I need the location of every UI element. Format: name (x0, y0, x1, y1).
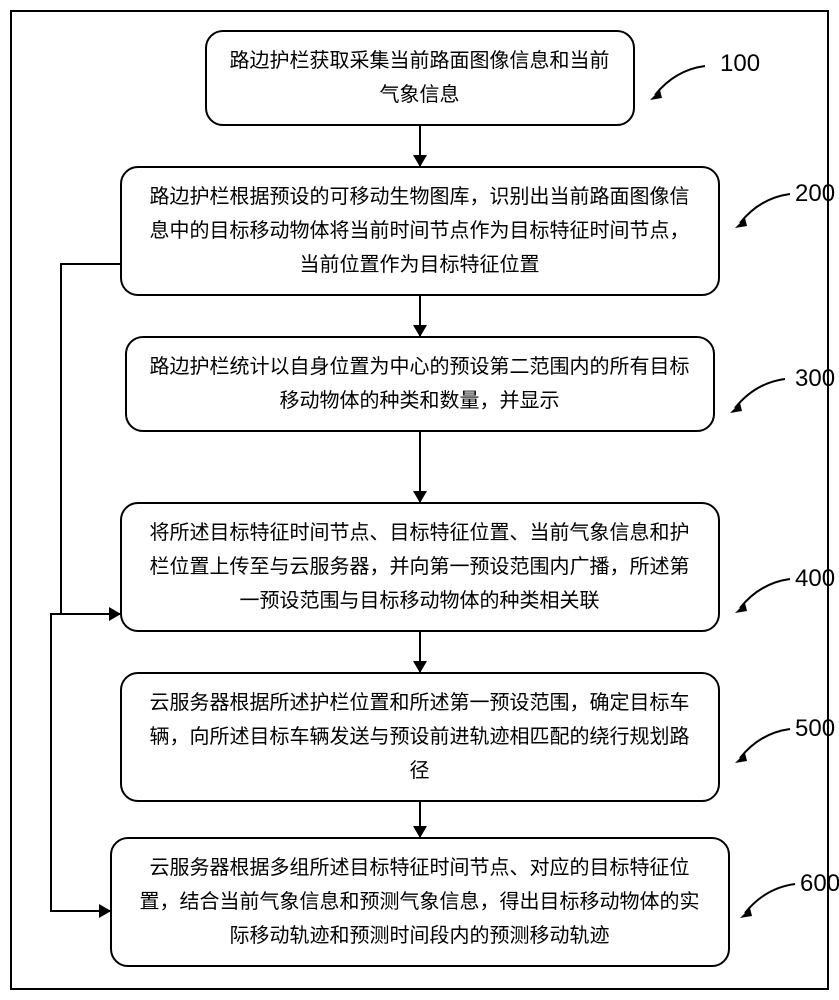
ref-label-600: 600 (800, 870, 839, 898)
ref-label-500: 500 (795, 715, 835, 743)
ref-label-200: 200 (795, 180, 835, 208)
node-text: 路边护栏根据预设的可移动生物图库，识别出当前路面图像信息中的目标移动物体将当前时… (150, 186, 690, 276)
arrow-500-to-600 (419, 802, 421, 837)
node-text: 云服务器根据所述护栏位置和所述第一预设范围，确定目标车辆，向所述目标车辆发送与预… (150, 692, 690, 782)
ref-arrow-200 (735, 190, 795, 228)
arrow-200-to-300 (419, 296, 421, 336)
ref-label-100: 100 (720, 50, 760, 78)
ref-arrow-600 (740, 880, 800, 918)
flowchart-node-600: 云服务器根据多组所述目标特征时间节点、对应的目标特征位置，结合当前气象信息和预测… (110, 837, 730, 967)
arrow-300-to-400 (419, 432, 421, 502)
flowchart-node-100: 路边护栏获取采集当前路面图像信息和当前气象信息 (205, 30, 635, 126)
ref-label-400: 400 (795, 565, 835, 593)
flowchart-node-400: 将所述目标特征时间节点、目标特征位置、当前气象信息和护栏位置上传至与云服务器，并… (120, 502, 720, 632)
flowchart-container: 路边护栏获取采集当前路面图像信息和当前气象信息 100 路边护栏根据预设的可移动… (40, 30, 799, 967)
node-text: 将所述目标特征时间节点、目标特征位置、当前气象信息和护栏位置上传至与云服务器，并… (150, 522, 690, 612)
flowchart-node-200: 路边护栏根据预设的可移动生物图库，识别出当前路面图像信息中的目标移动物体将当前时… (120, 166, 720, 296)
node-text: 路边护栏获取采集当前路面图像信息和当前气象信息 (230, 50, 610, 106)
arrow-400-to-500 (419, 632, 421, 672)
flowchart-node-500: 云服务器根据所述护栏位置和所述第一预设范围，确定目标车辆，向所述目标车辆发送与预… (120, 672, 720, 802)
ref-arrow-300 (730, 375, 790, 413)
ref-arrow-400 (735, 575, 795, 613)
flowchart-node-300: 路边护栏统计以自身位置为中心的预设第二范围内的所有目标移动物体的种类和数量，并显… (125, 336, 715, 432)
ref-arrow-500 (735, 725, 795, 763)
ref-arrow-100 (650, 62, 710, 100)
node-text: 云服务器根据多组所述目标特征时间节点、对应的目标特征位置，结合当前气象信息和预测… (140, 857, 700, 947)
arrow-100-to-200 (419, 126, 421, 166)
ref-label-300: 300 (795, 365, 835, 393)
node-text: 路边护栏统计以自身位置为中心的预设第二范围内的所有目标移动物体的种类和数量，并显… (150, 356, 690, 412)
